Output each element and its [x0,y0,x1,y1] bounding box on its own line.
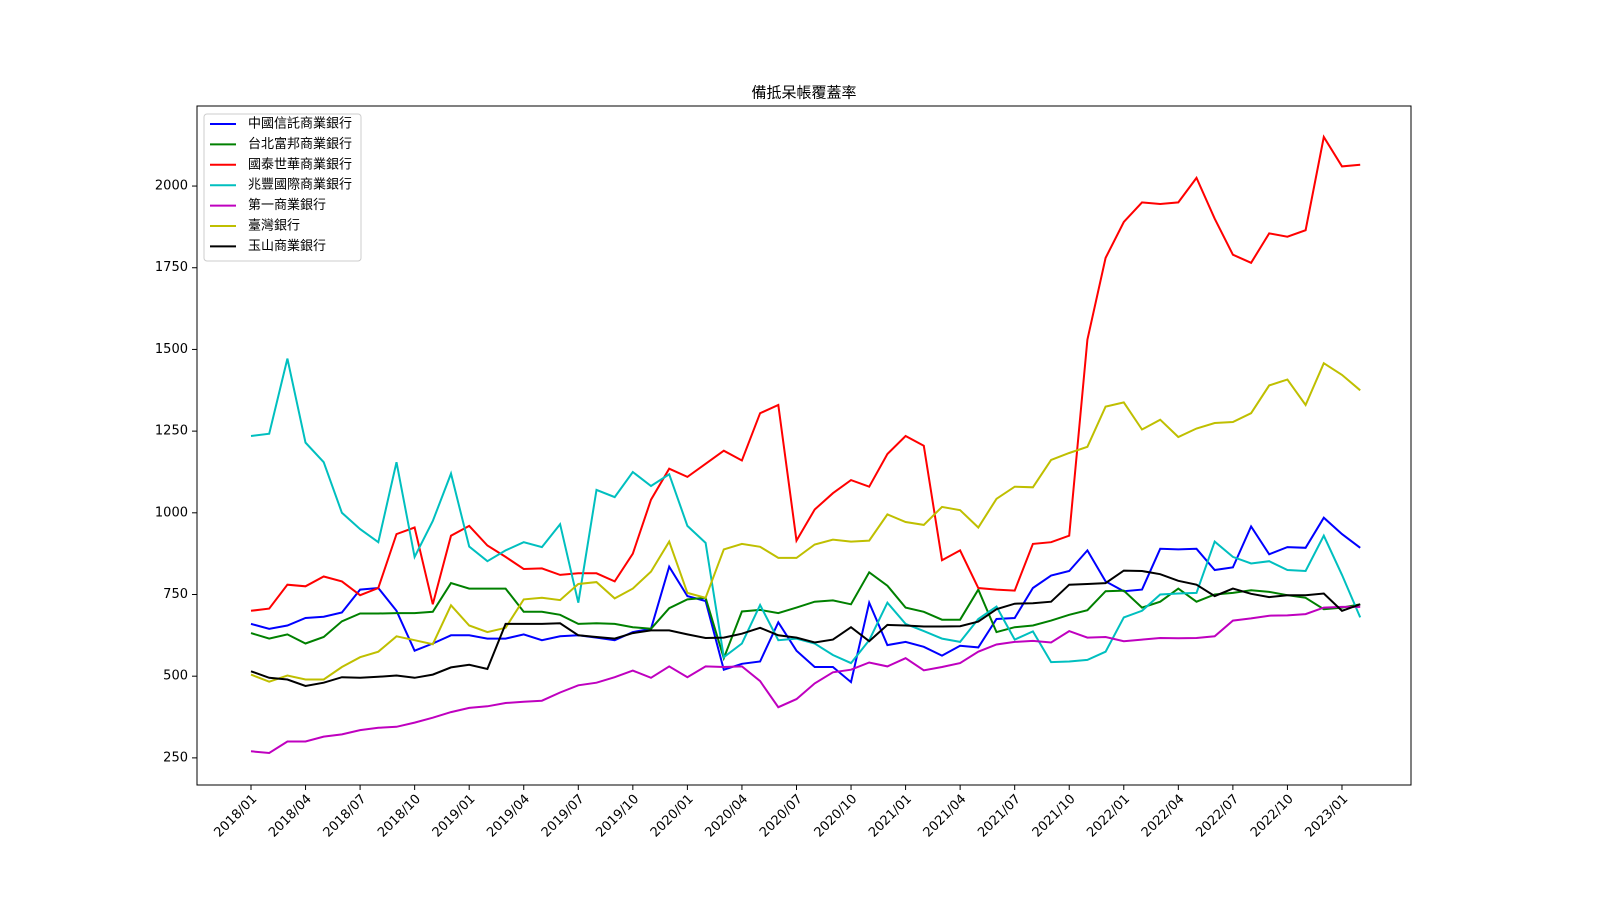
x-tick-label: 2020/01 [648,792,697,841]
y-tick-label: 250 [163,750,188,765]
x-tick-label: 2021/07 [975,792,1024,841]
x-tick-label: 2022/10 [1248,792,1297,841]
x-tick-label: 2019/04 [484,792,533,841]
series-line [250,134,1361,612]
y-tick-label: 750 [163,587,188,602]
y-tick-label: 1250 [155,424,188,439]
series-line [250,358,1362,665]
series-line [250,516,1361,684]
x-tick-label: 2020/07 [757,792,806,841]
x-tick-label: 2021/01 [866,792,915,841]
y-tick-label: 500 [163,669,188,684]
x-tick-label: 2020/10 [812,792,861,841]
x-tick-label: 2019/07 [539,792,588,841]
x-tick-label: 2022/04 [1139,792,1188,841]
series-line [250,361,1361,683]
legend-label: 第一商業銀行 [248,197,326,213]
legend-label: 中國信託商業銀行 [248,116,352,132]
legend-box [203,113,362,262]
series-line [250,569,1361,688]
x-tick-label: 2019/10 [593,792,642,841]
chart-title: 備抵呆帳覆蓋率 [751,84,856,102]
x-tick-label: 2023/01 [1302,792,1351,841]
series-line [250,570,1361,662]
x-tick-label: 2019/01 [430,792,479,841]
x-tick-label: 2021/04 [921,792,970,841]
x-tick-label: 2018/01 [212,792,261,841]
y-tick-label: 1500 [155,342,188,357]
y-tick-label: 2000 [155,179,188,194]
legend-label: 國泰世華商業銀行 [248,156,352,172]
x-tick-label: 2020/04 [702,792,751,841]
x-tick-label: 2018/10 [375,792,424,841]
legend-label: 兆豐國際商業銀行 [248,177,352,193]
y-tick-label: 1750 [155,260,188,275]
series-line [250,605,1361,755]
legend-label: 台北富邦商業銀行 [248,136,352,152]
y-tick-label: 1000 [155,505,188,520]
plot-frame [196,105,1412,786]
x-tick-label: 2022/01 [1084,792,1133,841]
x-tick-label: 2018/07 [321,792,370,841]
legend-label: 玉山商業銀行 [248,238,326,254]
legend-label: 臺灣銀行 [248,219,300,234]
x-tick-label: 2021/10 [1030,792,1079,841]
x-tick-label: 2022/07 [1193,792,1242,841]
x-tick-label: 2018/04 [266,792,315,841]
